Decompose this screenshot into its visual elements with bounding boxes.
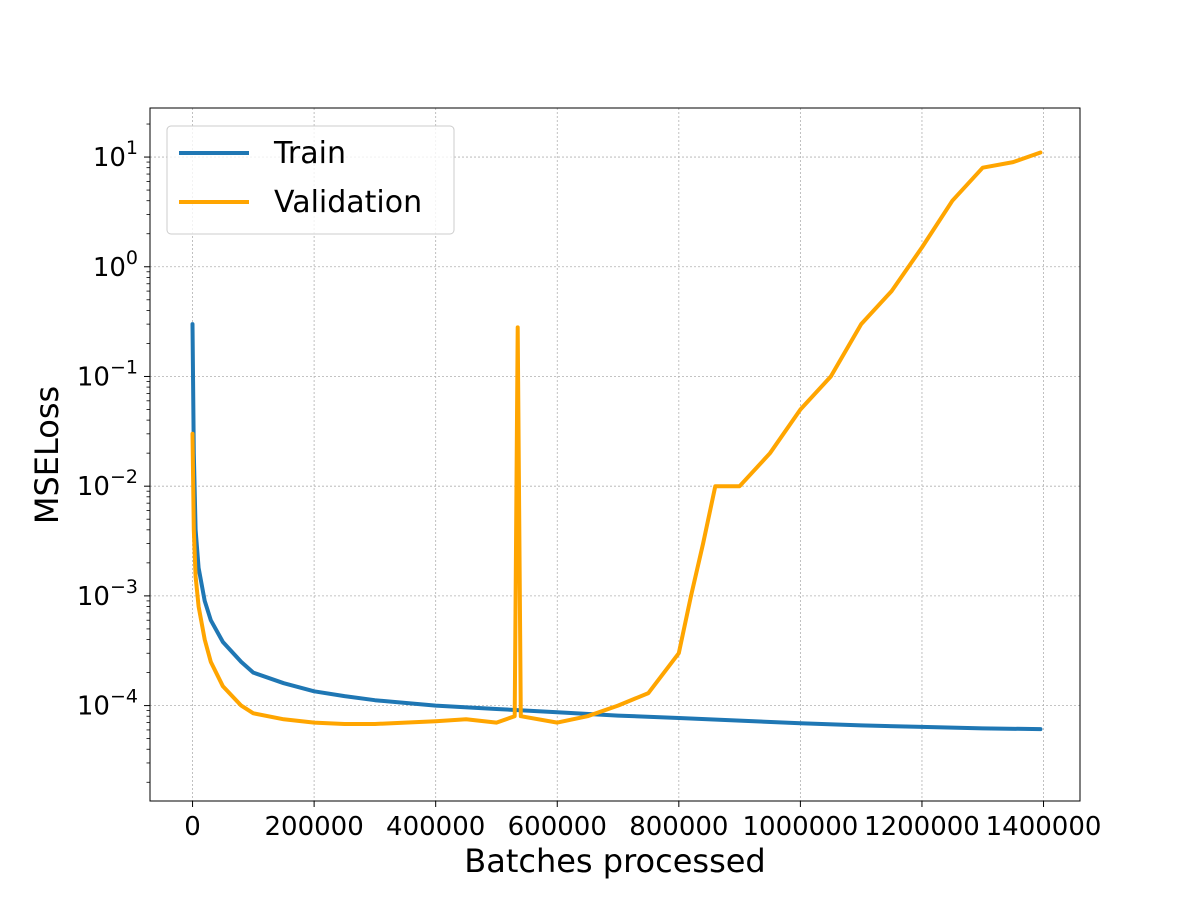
x-tick-label: 800000: [629, 812, 728, 842]
axis-ticks: [144, 156, 1045, 807]
legend: Train Validation: [166, 125, 455, 235]
y-tick-label: 101: [93, 137, 138, 173]
x-tick-label: 1000000: [742, 812, 858, 842]
y-tick-label: 10−1: [77, 356, 138, 392]
x-tick-label: 1200000: [864, 812, 980, 842]
y-tick-label: 100: [93, 247, 138, 283]
series-line-validation: [190, 150, 1043, 726]
y-axis-label: MSELoss: [28, 386, 66, 524]
tick-labels: 0 200000 400000 600000 800000 1000000 1200000 1…: [77, 137, 1102, 842]
legend-label-train: Train: [273, 136, 346, 171]
x-tick-label: 600000: [508, 812, 607, 842]
series-lines: [190, 150, 1043, 732]
x-tick-label: 0: [184, 812, 201, 842]
x-axis-label: Batches processed: [464, 842, 765, 880]
x-tick-label: 400000: [386, 812, 485, 842]
x-tick-label: 1400000: [986, 812, 1102, 842]
legend-label-validation: Validation: [274, 185, 422, 220]
y-tick-label: 10−4: [77, 686, 138, 722]
y-tick-label: 10−3: [77, 576, 138, 612]
minor-ticks: [146, 123, 150, 783]
series-line-train: [190, 322, 1043, 732]
plot-area-frame: [149, 107, 1081, 802]
x-tick-label: 200000: [264, 812, 363, 842]
y-tick-label: 10−2: [77, 466, 138, 502]
